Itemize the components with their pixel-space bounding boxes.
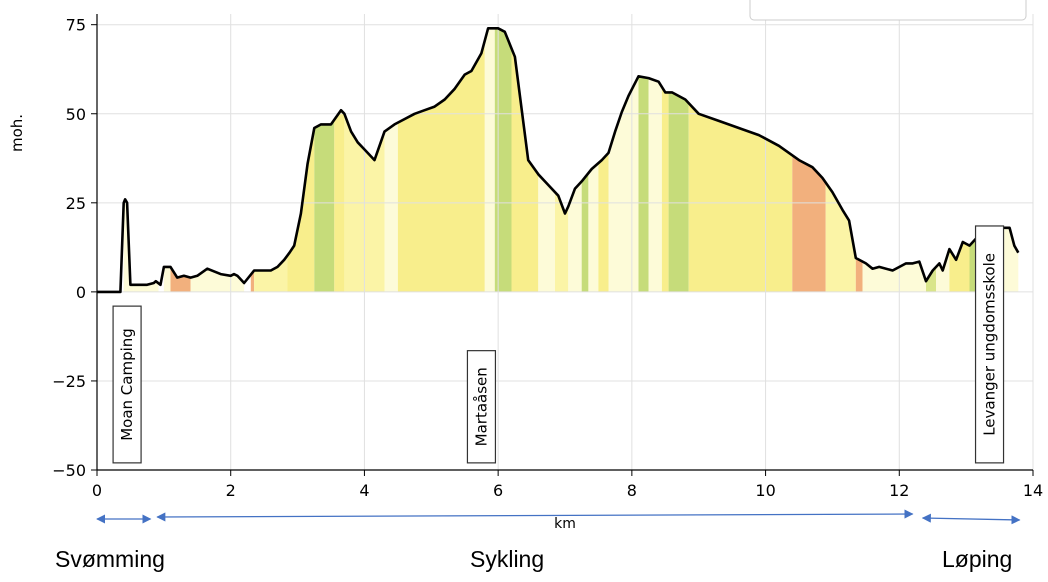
color-band — [792, 155, 826, 292]
annotation: Levanger ungdomsskole — [974, 225, 1005, 464]
color-band — [163, 266, 171, 292]
x-axis-label: km — [554, 516, 576, 532]
color-band — [484, 28, 495, 292]
color-band — [949, 242, 970, 292]
segment-arrow — [921, 513, 1021, 525]
color-band — [250, 270, 255, 292]
color-band — [688, 103, 793, 292]
color-band — [254, 255, 288, 292]
annotation-box — [112, 305, 142, 464]
x-tick-label: 10 — [755, 481, 775, 500]
color-band — [494, 28, 512, 292]
color-band — [170, 266, 191, 292]
y-tick-label: 0 — [76, 283, 86, 302]
annotation: Moan Camping — [112, 305, 142, 464]
y-tick-label: 50 — [66, 105, 86, 124]
x-tick-label: 4 — [359, 481, 369, 500]
tick-labels: 0 2 4 6 8 10 12 14 −50 −25 0 25 50 75 — [52, 16, 1043, 500]
y-tick-label: 75 — [66, 16, 86, 35]
color-band — [855, 258, 863, 292]
y-axis-label: moh. — [8, 114, 26, 152]
x-tick-label: 12 — [889, 481, 909, 500]
color-band — [661, 87, 669, 292]
segment-arrows — [96, 509, 1021, 525]
color-band — [668, 92, 689, 292]
annotation: Martaåsen — [466, 350, 497, 464]
profile-line-group — [97, 27, 1020, 294]
annotation-label: Levanger ungdomsskole — [981, 253, 999, 436]
x-tick-label: 6 — [493, 481, 503, 500]
segment-label-loping: Løping — [942, 546, 1013, 572]
segment-label-svomming: Svømming — [55, 546, 165, 572]
annotations: Moan Camping Martaåsen Levanger ungdomssko… — [112, 225, 1005, 464]
color-band — [638, 76, 649, 292]
color-band — [926, 266, 937, 292]
annotation-box — [466, 350, 497, 464]
color-band — [825, 182, 856, 292]
color-band — [568, 181, 582, 292]
y-tick-label: −25 — [52, 372, 86, 391]
elevation-line — [97, 27, 1020, 294]
color-bands — [123, 28, 1019, 292]
color-band — [314, 119, 335, 292]
color-band — [648, 78, 662, 292]
segment-arrow — [156, 509, 914, 522]
color-band — [384, 122, 398, 292]
y-tick-label: −50 — [52, 461, 86, 480]
annotation-label: Martaåsen — [472, 367, 490, 446]
axes-frame — [96, 14, 1033, 471]
color-band — [588, 163, 599, 292]
color-band — [397, 40, 485, 292]
x-tick-label: 14 — [1023, 481, 1043, 500]
x-tick-label: 0 — [92, 481, 102, 500]
color-band — [334, 110, 345, 292]
color-band — [862, 261, 926, 292]
color-band — [538, 174, 555, 292]
x-tick-label: 2 — [226, 481, 236, 500]
color-band — [555, 192, 569, 292]
legend-box — [749, 0, 1027, 21]
color-band — [581, 173, 589, 292]
color-band — [511, 48, 539, 292]
y-tick-label: 25 — [66, 194, 86, 213]
annotation-box — [974, 225, 1005, 464]
segment-label-sykling: Sykling — [470, 546, 545, 572]
x-tick-label: 8 — [627, 481, 637, 500]
color-band — [598, 152, 609, 292]
annotation-label: Moan Camping — [118, 328, 136, 441]
